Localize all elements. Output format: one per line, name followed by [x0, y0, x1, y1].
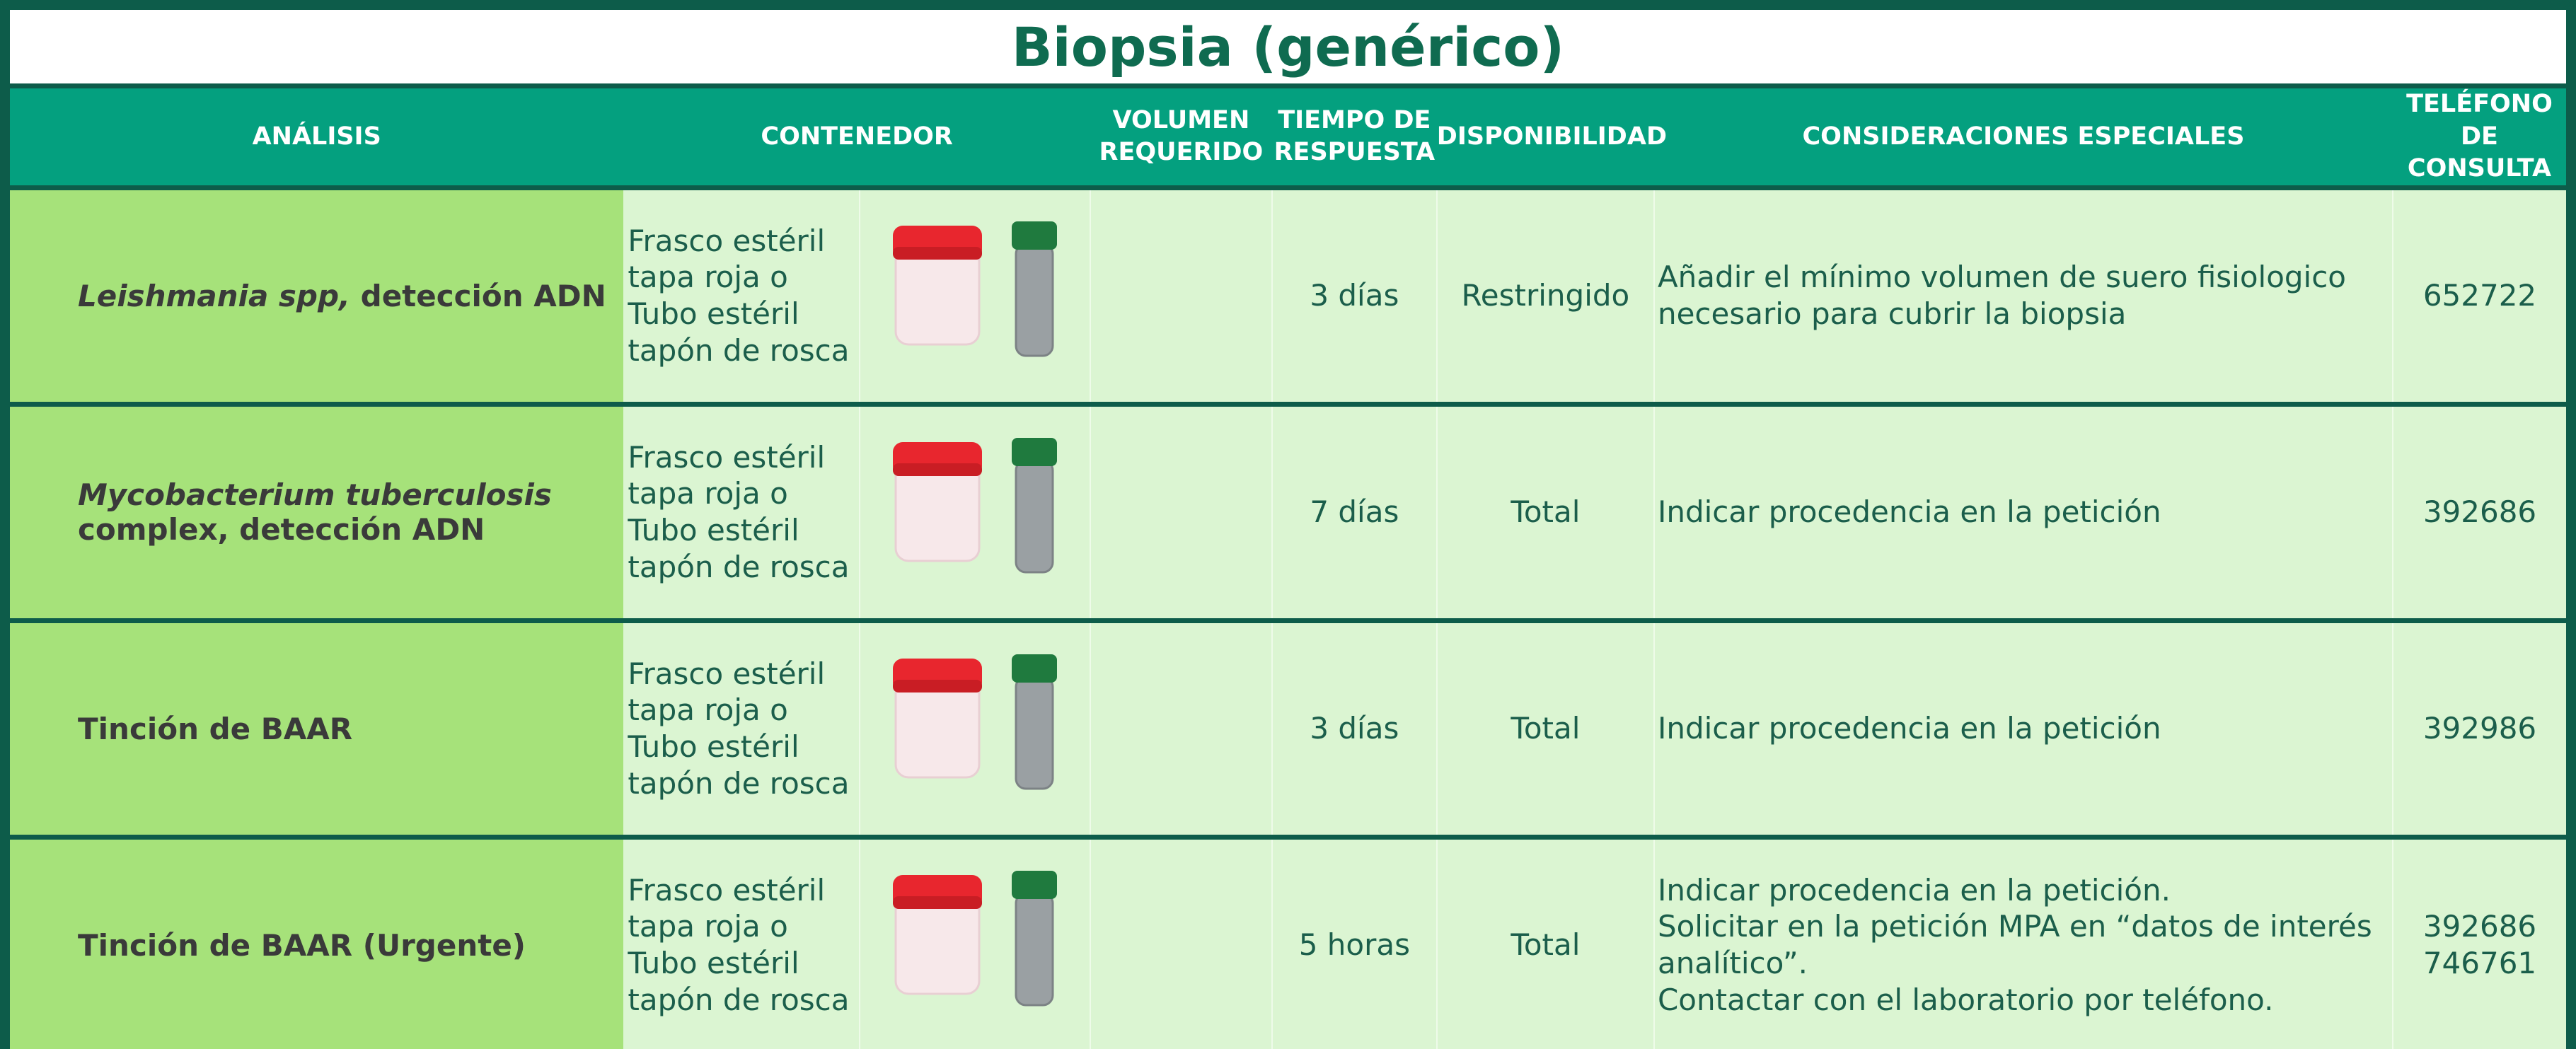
time-cell: 3 días: [1271, 620, 1437, 840]
volume-cell: [1089, 837, 1272, 1049]
container-image-cell: [858, 620, 1090, 840]
table-row: Leishmania spp, detección ADN Frasco esté…: [5, 187, 2571, 407]
phone-cell: 652722: [2391, 187, 2571, 407]
considerations-cell: Indicar procedencia en la petición: [1653, 404, 2393, 623]
phone-number: 392686: [2422, 909, 2537, 944]
availability-cell: Total: [1436, 404, 1654, 623]
container-line: tapón de rosca: [628, 982, 850, 1017]
container-line: tapón de rosca: [628, 549, 850, 584]
analysis-cell: Leishmania spp, detección ADN: [5, 187, 624, 407]
container-line: tapón de rosca: [628, 765, 850, 801]
analysis-text: Tinción de BAAR (Urgente): [78, 927, 526, 963]
consideration-line: Contactar con el laboratorio por teléfon…: [1657, 982, 2274, 1017]
container-line: Frasco estéril: [628, 872, 826, 908]
container-line: Tubo estéril: [628, 729, 799, 764]
analysis-text: Tinción de BAAR: [78, 711, 353, 746]
container-line: Tubo estéril: [628, 513, 799, 547]
container-line: tapón de rosca: [628, 332, 850, 368]
container-image: [891, 436, 1058, 574]
container-line: Tubo estéril: [628, 946, 799, 980]
phone-cell: 392986: [2391, 620, 2571, 840]
volume-cell: [1089, 404, 1272, 623]
column-header: CONSIDERACIONES ESPECIALES: [1653, 86, 2393, 190]
consideration-line: Indicar procedencia en la petición: [1657, 711, 2161, 746]
analysis-italic: Mycobacterium tuberculosis: [78, 477, 552, 512]
container-line: Frasco estéril: [628, 223, 826, 258]
column-header: TIEMPO DE RESPUESTA: [1271, 86, 1437, 190]
consideration-line: Indicar procedencia en la petición.: [1657, 872, 2171, 908]
container-image-cell: [858, 837, 1090, 1049]
availability-cell: Restringido: [1436, 187, 1654, 407]
consideration-line: Solicitar en la petición MPA en “datos d…: [1657, 909, 2372, 980]
time-cell: 5 horas: [1271, 837, 1437, 1049]
phone-number: 652722: [2422, 278, 2537, 313]
phone-number: 392686: [2422, 494, 2537, 530]
container-line: tapa roja o: [628, 476, 788, 511]
container-image: [891, 220, 1058, 357]
container-line: tapa roja o: [628, 260, 788, 295]
volume-cell: [1089, 187, 1272, 407]
container-cell: Frasco estéril tapa roja o Tubo estéril tap…: [623, 620, 860, 840]
container-cell: Frasco estéril tapa roja o Tubo estéril tap…: [623, 404, 860, 623]
consideration-line: Añadir el mínimo volumen de suero fisiol…: [1657, 260, 2347, 331]
container-line: tapa roja o: [628, 909, 788, 944]
analysis-italic: Leishmania spp,: [78, 278, 350, 313]
considerations-cell: Indicar procedencia en la petición. Solic…: [1653, 837, 2393, 1049]
analysis-cell: Tinción de BAAR: [5, 620, 624, 840]
availability-cell: Total: [1436, 620, 1654, 840]
container-image-cell: [858, 187, 1090, 407]
table-row: Mycobacterium tuberculosis complex, dete…: [5, 404, 2571, 623]
container-image: [891, 869, 1058, 1007]
time-cell: 7 días: [1271, 404, 1437, 623]
column-header: VOLUMEN REQUERIDO: [1090, 86, 1272, 190]
availability-cell: Total: [1436, 837, 1654, 1049]
analysis-text: detección ADN: [360, 278, 606, 313]
title: Biopsia (genérico): [5, 5, 2571, 88]
considerations-cell: Añadir el mínimo volumen de suero fisiol…: [1653, 187, 2393, 407]
column-header: DISPONIBILIDAD: [1436, 86, 1667, 190]
table-row: Tinción de BAAR Frasco estéril tapa roja o…: [5, 620, 2571, 840]
analysis-cell: Tinción de BAAR (Urgente): [5, 837, 624, 1049]
consideration-line: Indicar procedencia en la petición: [1657, 494, 2161, 530]
phone-cell: 392686: [2391, 404, 2571, 623]
container-image: [891, 653, 1058, 790]
container-line: Frasco estéril: [628, 439, 826, 475]
container-cell: Frasco estéril tapa roja o Tubo estéril tap…: [623, 837, 860, 1049]
time-cell: 3 días: [1271, 187, 1437, 407]
phone-number: 746761: [2422, 946, 2537, 980]
container-line: Tubo estéril: [628, 296, 799, 331]
table-row: Tinción de BAAR (Urgente) Frasco estéril t…: [5, 837, 2571, 1049]
phone-number: 392986: [2422, 711, 2537, 746]
analysis-text: complex, detección ADN: [78, 512, 485, 547]
volume-cell: [1089, 620, 1272, 840]
container-image-cell: [858, 404, 1090, 623]
phone-cell: 392686 746761: [2391, 837, 2571, 1049]
analysis-cell: Mycobacterium tuberculosis complex, dete…: [5, 404, 624, 623]
column-header: ANÁLISIS: [5, 86, 624, 190]
considerations-cell: Indicar procedencia en la petición: [1653, 620, 2393, 840]
column-header: TELÉFONO DE CONSULTA: [2392, 86, 2571, 190]
container-line: Frasco estéril: [628, 656, 826, 691]
container-line: tapa roja o: [628, 692, 788, 728]
container-cell: Frasco estéril tapa roja o Tubo estéril tap…: [623, 187, 860, 407]
column-header: CONTENEDOR: [623, 86, 1090, 190]
